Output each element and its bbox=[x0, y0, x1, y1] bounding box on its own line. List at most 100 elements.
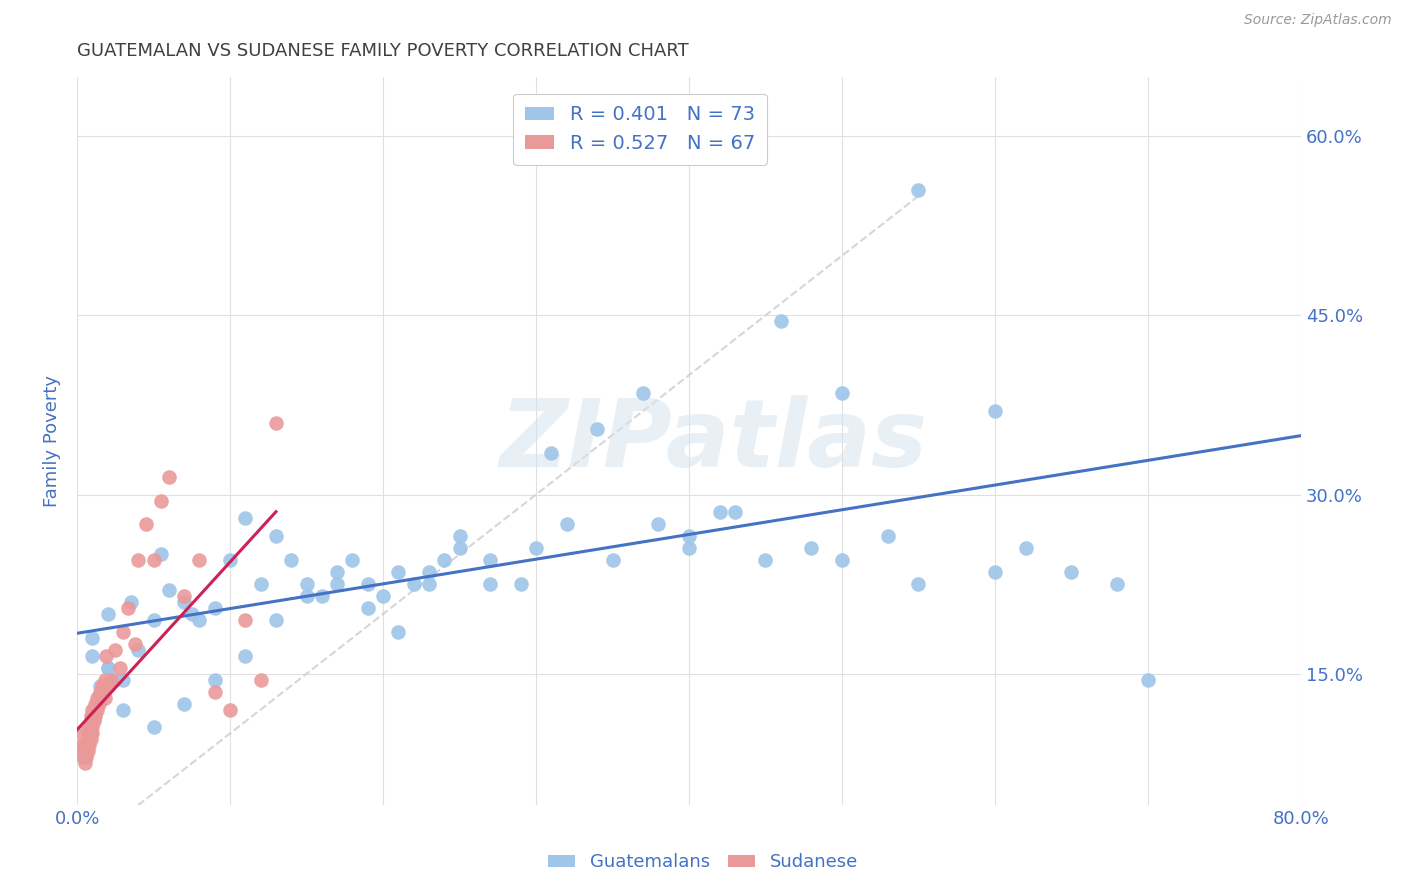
Point bbox=[157, 583, 180, 598]
Point bbox=[108, 661, 131, 675]
Point bbox=[75, 744, 97, 758]
Point bbox=[311, 589, 333, 603]
Point bbox=[73, 750, 96, 764]
Point bbox=[800, 541, 823, 556]
Point bbox=[235, 648, 257, 663]
Point bbox=[79, 739, 101, 753]
Point bbox=[173, 697, 195, 711]
Point bbox=[1014, 541, 1036, 556]
Point bbox=[82, 708, 104, 723]
Point bbox=[295, 589, 318, 603]
Point bbox=[97, 679, 120, 693]
Point bbox=[72, 744, 94, 758]
Point bbox=[509, 577, 531, 591]
Point bbox=[97, 607, 120, 621]
Point bbox=[264, 529, 287, 543]
Point bbox=[264, 416, 287, 430]
Point bbox=[82, 631, 104, 645]
Point bbox=[72, 739, 94, 753]
Point bbox=[104, 643, 127, 657]
Point bbox=[295, 577, 318, 591]
Point bbox=[73, 739, 96, 753]
Point bbox=[173, 589, 195, 603]
Point bbox=[188, 553, 211, 567]
Point bbox=[76, 739, 98, 753]
Point bbox=[83, 708, 105, 723]
Point bbox=[87, 690, 110, 705]
Point bbox=[75, 739, 97, 753]
Point bbox=[124, 637, 146, 651]
Point bbox=[371, 589, 394, 603]
Point bbox=[84, 708, 107, 723]
Point bbox=[357, 577, 380, 591]
Point bbox=[100, 673, 122, 687]
Point bbox=[82, 721, 104, 735]
Point bbox=[84, 697, 107, 711]
Point bbox=[82, 726, 104, 740]
Point bbox=[86, 697, 108, 711]
Legend: R = 0.401   N = 73, R = 0.527   N = 67: R = 0.401 N = 73, R = 0.527 N = 67 bbox=[513, 94, 766, 165]
Point bbox=[80, 726, 103, 740]
Point bbox=[70, 739, 93, 753]
Text: GUATEMALAN VS SUDANESE FAMILY POVERTY CORRELATION CHART: GUATEMALAN VS SUDANESE FAMILY POVERTY CO… bbox=[77, 42, 689, 60]
Point bbox=[86, 690, 108, 705]
Point bbox=[76, 726, 98, 740]
Point bbox=[449, 529, 471, 543]
Point bbox=[754, 553, 776, 567]
Point bbox=[90, 679, 112, 693]
Point bbox=[249, 577, 271, 591]
Point bbox=[150, 493, 173, 508]
Point bbox=[204, 601, 226, 615]
Point bbox=[418, 577, 440, 591]
Point bbox=[80, 714, 103, 729]
Point bbox=[82, 702, 104, 716]
Y-axis label: Family Poverty: Family Poverty bbox=[44, 375, 60, 507]
Point bbox=[678, 529, 700, 543]
Point bbox=[449, 541, 471, 556]
Point bbox=[97, 661, 120, 675]
Point bbox=[984, 565, 1007, 579]
Point bbox=[89, 684, 111, 698]
Point bbox=[555, 517, 578, 532]
Point bbox=[83, 702, 105, 716]
Point bbox=[724, 506, 747, 520]
Point bbox=[387, 565, 409, 579]
Point bbox=[831, 386, 853, 401]
Point bbox=[1136, 673, 1159, 687]
Point bbox=[97, 661, 120, 675]
Point bbox=[342, 553, 364, 567]
Point bbox=[157, 469, 180, 483]
Point bbox=[769, 314, 792, 328]
Point bbox=[235, 613, 257, 627]
Point bbox=[96, 648, 118, 663]
Point bbox=[235, 511, 257, 525]
Point bbox=[586, 422, 609, 436]
Point bbox=[117, 601, 139, 615]
Point bbox=[831, 553, 853, 567]
Legend: Guatemalans, Sudanese: Guatemalans, Sudanese bbox=[541, 847, 865, 879]
Point bbox=[72, 750, 94, 764]
Point bbox=[249, 673, 271, 687]
Point bbox=[418, 565, 440, 579]
Point bbox=[1107, 577, 1129, 591]
Text: ZIPatlas: ZIPatlas bbox=[499, 395, 928, 487]
Point bbox=[264, 613, 287, 627]
Point bbox=[280, 553, 302, 567]
Point bbox=[647, 517, 669, 532]
Point bbox=[142, 553, 165, 567]
Point bbox=[79, 721, 101, 735]
Point bbox=[89, 690, 111, 705]
Point bbox=[76, 732, 98, 747]
Point bbox=[89, 679, 111, 693]
Point bbox=[73, 756, 96, 771]
Point bbox=[678, 541, 700, 556]
Point bbox=[90, 684, 112, 698]
Point bbox=[111, 624, 134, 639]
Point bbox=[876, 529, 898, 543]
Point bbox=[188, 613, 211, 627]
Point bbox=[479, 577, 502, 591]
Point bbox=[326, 565, 349, 579]
Point bbox=[93, 690, 115, 705]
Point bbox=[84, 702, 107, 716]
Point bbox=[1060, 565, 1083, 579]
